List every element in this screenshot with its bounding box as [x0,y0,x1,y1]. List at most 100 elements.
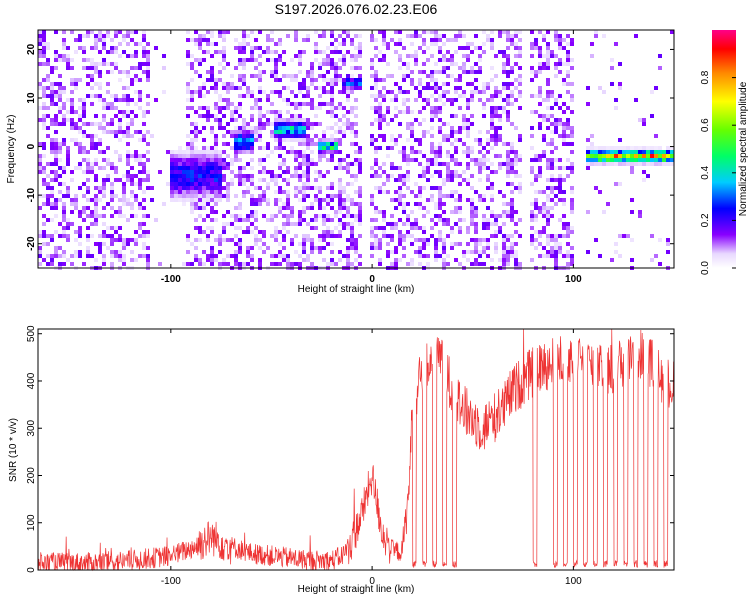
spectrogram-cell [282,246,286,250]
spectrogram-cell [94,42,98,46]
spectrogram-cell [374,162,378,166]
spectrogram-cell [354,122,358,126]
spectrogram-cell [434,78,438,82]
spectrogram-cell [298,142,302,146]
spectrogram-cell [250,166,254,170]
snr-x-tick-label: -100 [161,576,181,587]
spectrogram-cell [326,70,330,74]
spectrogram-cell [390,198,394,202]
spectrogram-cell [470,50,474,54]
spectrogram-cell [338,186,342,190]
spectrogram-cell [426,30,430,34]
spectrogram-cell [258,162,262,166]
spectrogram-cell [398,238,402,242]
spectrogram-cell [330,230,334,234]
spectrogram-cell [258,122,262,126]
spectrogram-cell [214,238,218,242]
spectrogram-cell [318,106,322,110]
spectrogram-cell [198,170,202,174]
spectrogram-cell [214,90,218,94]
spectrogram-cell [254,198,258,202]
spectrogram-cell [614,250,618,254]
spectrogram-cell [434,222,438,226]
spectrogram-cell [370,106,374,110]
spectrogram-cell [70,170,74,174]
spectrogram-cell [306,194,310,198]
spectrogram-cell [398,54,402,58]
spectrogram-cell [438,94,442,98]
spectrogram-cell [266,38,270,42]
spectrogram-cell [610,146,614,150]
spectrogram-cell [474,206,478,210]
spectrogram-cell [38,206,42,210]
spectrogram-cell [218,62,222,66]
spectrogram-cell [374,206,378,210]
spectrogram-cell [414,30,418,34]
spectrogram-cell [298,70,302,74]
spectrogram-cell [338,66,342,70]
spectrogram-cell [286,74,290,78]
spectrogram-cell [262,126,266,130]
spectrogram-cell [550,206,554,210]
spectrogram-cell [334,262,338,266]
spectrogram-cell [398,38,402,42]
spectrogram-cell [554,234,558,238]
spectrogram-cell [602,158,606,162]
spectrogram-cell [238,158,242,162]
spectrogram-cell [122,242,126,246]
spectrogram-cell [98,242,102,246]
spectrogram-cell [610,158,614,162]
spectrogram-cell [418,174,422,178]
spectrogram-cell [62,166,66,170]
spectrogram-cell [174,182,178,186]
spectrogram-cell [134,130,138,134]
spectrogram-cell [250,194,254,198]
spectrogram-cell [250,106,254,110]
spectrogram-cell [494,218,498,222]
spectrogram-cell [518,54,522,58]
spectrogram-cell [410,34,414,38]
spectrogram-cell [482,50,486,54]
spectrogram-cell [358,74,362,78]
spectrogram-cell [550,122,554,126]
spectrogram-cell [70,58,74,62]
spectrogram-cell [314,194,318,198]
spectrogram-cell [246,174,250,178]
spectrogram-cell [302,162,306,166]
spectrogram-cell [270,214,274,218]
spectrogram-cell [270,58,274,62]
spectrogram-cell [414,150,418,154]
spectrogram-cell [258,46,262,50]
spectrogram-cell [266,118,270,122]
spectrogram-cell [494,74,498,78]
spectrogram-cell [382,214,386,218]
spectrogram-cell [86,66,90,70]
spectrogram-cell [82,98,86,102]
spectrogram-cell [330,34,334,38]
spectrogram-cell [306,146,310,150]
spectrogram-cell [142,214,146,218]
spectrogram-cell [442,194,446,198]
spectrogram-cell [634,154,638,158]
spectrogram-cell [386,242,390,246]
spectrogram-cell [198,106,202,110]
spectrogram-cell [198,214,202,218]
spectrogram-cell [270,262,274,266]
spectrogram-cell [466,162,470,166]
spectrogram-cell [186,154,190,158]
spectrogram-cell [562,82,566,86]
spectrogram-cell [246,122,250,126]
spectrogram-cell [58,82,62,86]
spectrogram-cell [290,118,294,122]
spectrogram-cell [466,182,470,186]
spectrogram-cell [306,142,310,146]
spectrogram-cell [38,34,42,38]
spectrogram-cell [218,166,222,170]
spectrogram-cell [506,54,510,58]
spectrogram-cell [434,150,438,154]
spectrogram-cell [486,166,490,170]
spectrogram-cell [222,142,226,146]
spectrogram-cell [282,122,286,126]
spectrogram-cell [498,258,502,262]
spectrogram-cell [262,170,266,174]
